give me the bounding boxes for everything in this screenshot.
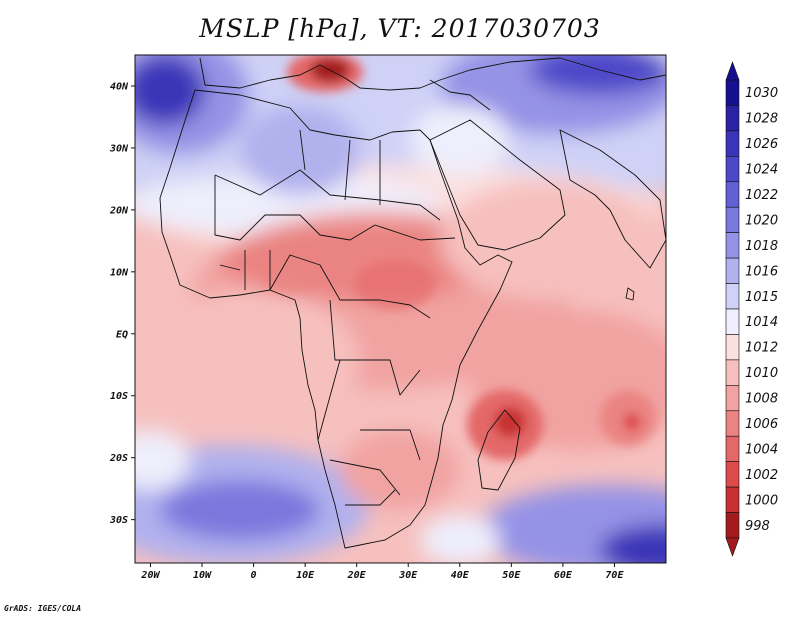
y-tick-label: 30N <box>109 143 129 154</box>
x-tick-label: 30E <box>398 570 418 581</box>
colorbar-label: 1008 <box>745 392 778 407</box>
colorbar-swatch <box>725 232 740 259</box>
colorbar-label: 1030 <box>745 86 778 101</box>
colorbar-label: 1026 <box>745 137 778 152</box>
y-tick-label: 10N <box>110 267 129 278</box>
colorbar-swatch <box>725 385 740 412</box>
map-frame <box>134 54 667 564</box>
colorbar-swatch <box>725 359 740 386</box>
colorbar-label: 1016 <box>745 264 778 279</box>
colorbar-label: 1020 <box>745 213 778 228</box>
grads-credit: GrADS: IGES/COLA <box>4 604 82 613</box>
x-tick-label: 10W <box>193 570 212 581</box>
x-tick-label: 20W <box>140 570 160 581</box>
colorbar-label: 998 <box>745 519 770 534</box>
colorbar-swatch <box>725 257 740 284</box>
x-tick-label: 60E <box>554 570 573 581</box>
x-axis: 20W 10W 0 10E 20E 30E 40E 50E 60E 70E <box>140 563 624 581</box>
colorbar-label: 1022 <box>745 188 778 203</box>
x-tick-label: 20E <box>347 570 367 581</box>
x-tick-label: 50E <box>502 570 521 581</box>
y-tick-label: 40N <box>110 81 129 92</box>
colorbar-swatch <box>725 435 740 462</box>
y-tick-label: 30S <box>109 515 128 526</box>
colorbar-label: 1004 <box>745 442 778 457</box>
colorbar-extend-bottom <box>725 537 740 557</box>
pressure-field <box>135 55 666 563</box>
colorbar-swatch <box>725 156 740 183</box>
chart-title: MSLP [hPa], VT: 2017030703 <box>199 14 601 43</box>
x-tick-label: 0 <box>251 570 257 581</box>
colorbar-label: 1000 <box>745 493 778 508</box>
madagascar-outline <box>477 409 521 491</box>
colorbar-swatch <box>725 105 740 132</box>
colorbar-label: 1014 <box>745 315 778 330</box>
coastlines <box>159 57 666 549</box>
colorbar-label: 1006 <box>745 417 778 432</box>
y-tick-label: EQ <box>116 329 128 340</box>
colorbar-label: 1024 <box>745 163 778 178</box>
x-tick-label: 70E <box>605 570 624 581</box>
colorbar-swatch <box>725 461 740 488</box>
colorbar-swatch <box>725 486 740 513</box>
colorbar-swatch <box>725 308 740 335</box>
x-tick-label: 10E <box>296 570 315 581</box>
colorbar-label: 1028 <box>745 112 778 127</box>
colorbar-label: 1002 <box>745 468 778 483</box>
y-axis: 40N 30N 20N 10N EQ 10S 20S 30S <box>109 81 135 526</box>
colorbar-label: 1015 <box>745 290 778 305</box>
colorbar-swatch <box>725 130 740 157</box>
colorbar-label: 1010 <box>745 366 778 381</box>
colorbar-swatch <box>725 334 740 361</box>
x-tick-label: 40E <box>451 570 470 581</box>
colorbar-swatch <box>725 512 740 539</box>
colorbar-extend-top <box>725 61 740 81</box>
colorbar-swatch <box>725 79 740 106</box>
colorbar: 1030 1028 1026 1024 1022 1020 1018 1016 1015 1014… <box>725 61 778 557</box>
y-tick-label: 20N <box>109 205 129 216</box>
colorbar-swatch <box>725 283 740 310</box>
colorbar-swatch <box>725 181 740 208</box>
colorbar-swatch <box>725 410 740 437</box>
y-tick-label: 10S <box>110 391 128 402</box>
colorbar-label: 1012 <box>745 341 778 356</box>
colorbar-swatch <box>725 206 740 233</box>
colorbar-label: 1018 <box>745 239 778 254</box>
y-tick-label: 20S <box>109 453 128 464</box>
